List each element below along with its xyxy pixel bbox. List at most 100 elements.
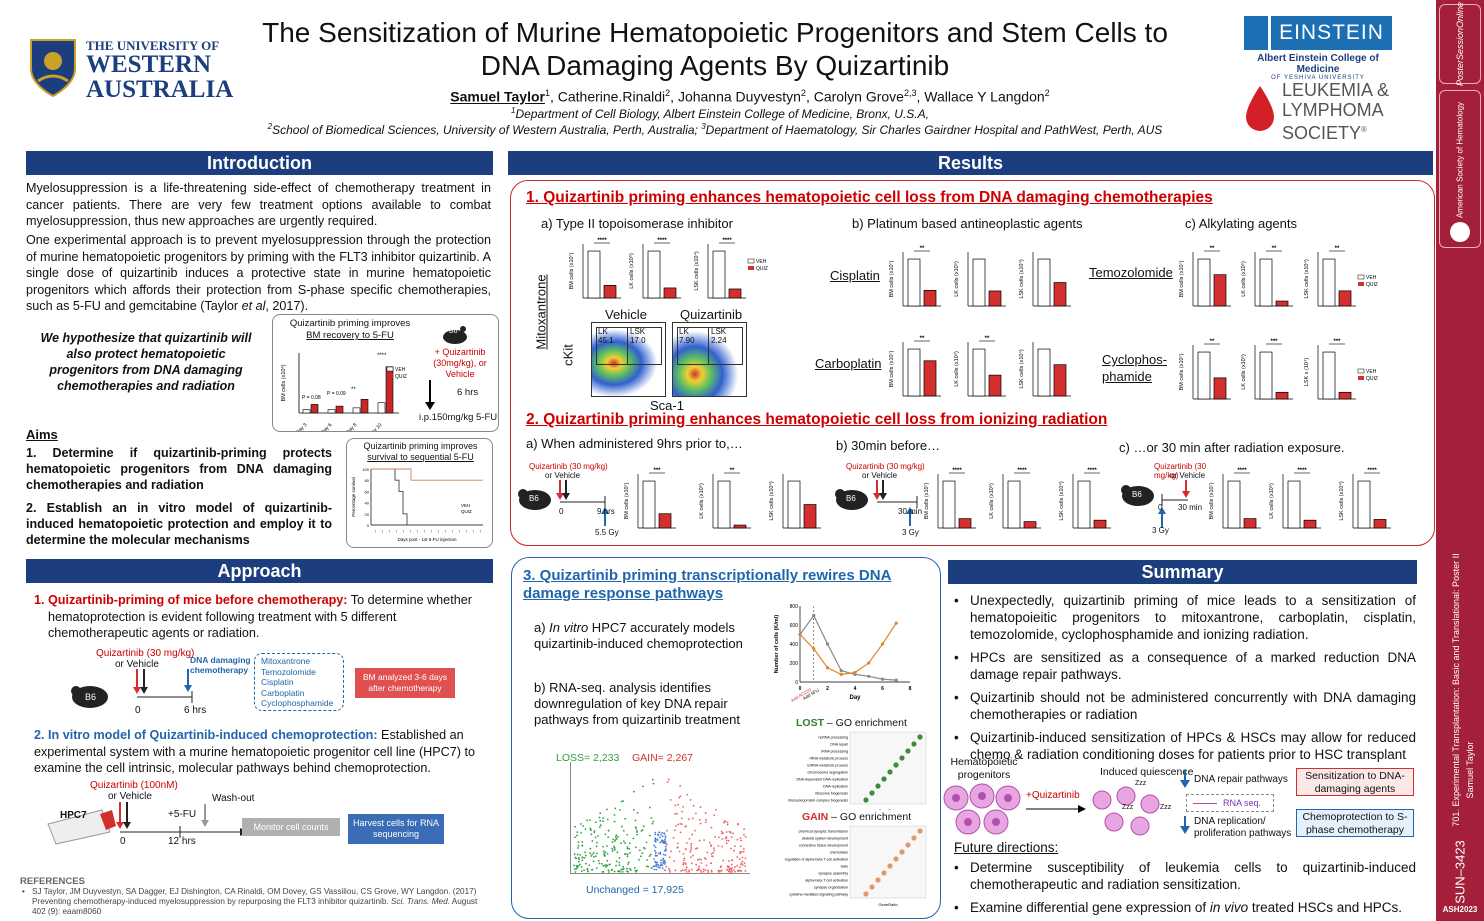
volcano-point (700, 858, 703, 861)
volcano-point (604, 854, 606, 857)
volcano-point-unchanged (654, 855, 657, 857)
sig-stars: ** (1272, 246, 1277, 252)
bar-quiz (988, 374, 1002, 397)
result-bar-chart-13: *** LK cells (x10⁵) (1240, 339, 1293, 400)
volcano-point (669, 870, 671, 873)
sum-rnaseq: RNA seq. (1223, 798, 1262, 808)
flow-quiz-label: Quizartinib (680, 307, 743, 322)
volcano-point-unchanged (654, 838, 657, 841)
sig-stars: *** (1270, 339, 1278, 345)
leg-veh-text: VEH (1366, 275, 1377, 281)
volcano-point (733, 868, 735, 871)
fig1-quiz-dose: + Quizartinib (30mg/kg), or Vehicle (433, 347, 487, 379)
volcano-point (729, 831, 732, 834)
result-ylabel: LSK cells (x10⁴) (1018, 349, 1025, 389)
volcano-point (717, 836, 720, 839)
volcano-point (627, 861, 630, 864)
volcano-point (614, 838, 617, 841)
volcano-point (613, 840, 616, 843)
s3-a-em: In vitro (549, 620, 589, 635)
volcano-point-unchanged (656, 838, 659, 841)
kin-xlabel: Day (849, 695, 861, 701)
result-ylabel: LK cells (x10⁵) (628, 253, 635, 289)
fig1-bar (302, 409, 311, 414)
sum-rnaseq-box: RNA seq. (1186, 794, 1274, 812)
result-bar-chart-14: *** LSK x (10⁴) (1303, 339, 1356, 400)
volcano-point (584, 828, 587, 830)
rad-c-gy: 3 Gy (1152, 526, 1169, 535)
volcano-point-unchanged (655, 868, 658, 871)
s1-a: a) Type II topoisomerase inhibitor (541, 216, 733, 231)
s1-b: b) Platinum based antineoplastic agents (852, 216, 1083, 231)
fig1-tick: Day 3 (295, 422, 309, 431)
ash-box (1439, 90, 1481, 248)
future-1-pre: Examine differential gene expression of (970, 900, 1210, 915)
volcano-point (725, 839, 728, 842)
bar-quiz (1213, 274, 1227, 307)
volcano-point-unchanged (654, 831, 657, 834)
volcano-point (730, 868, 732, 871)
diag1-dna: DNA damaging chemotherapy (190, 655, 251, 675)
poster-session-link[interactable]: PosterSessionOnline (1455, 1, 1465, 87)
go-term: connective tissue development (799, 844, 848, 848)
volcano-point (679, 795, 682, 798)
volcano-point (620, 800, 623, 803)
bar-veh (1322, 351, 1336, 400)
volcano-point (690, 842, 693, 845)
volcano-point (724, 820, 727, 823)
go-term: DNA repair (830, 743, 848, 747)
diag2-monitor-box: Monitor cell counts (242, 818, 340, 836)
result-ylabel: LK cells (x10⁵) (953, 261, 960, 297)
fig-survival: Quizartinib priming improves survival to… (346, 438, 493, 548)
volcano-point-unchanged (660, 833, 662, 836)
leg-quiz-text: QUIZ (756, 266, 768, 272)
uwa-crest-icon (30, 39, 76, 98)
volcano-point (581, 841, 584, 843)
s3-a-pre: a) (534, 620, 550, 635)
fig1-star: **** (377, 353, 387, 359)
poster-session-online[interactable] (1439, 4, 1481, 84)
volcano-point-unchanged (664, 861, 667, 864)
volcano-point (606, 808, 608, 811)
volcano-point (600, 862, 603, 865)
go-dot (905, 748, 911, 754)
volcano-point (700, 862, 703, 864)
author-3-sup: 2,3 (903, 88, 917, 98)
sig-stars: ** (1335, 246, 1340, 252)
volcano-point (744, 870, 747, 872)
go-gain-rest: – GO enrichment (828, 811, 912, 823)
flow-veh-lsk: LSK 17.0 (630, 327, 646, 345)
kin-xtick: 8 (909, 686, 912, 692)
sum-dna-rep: DNA repair pathways (1194, 774, 1288, 785)
fig1-5fu: i.p.150mg/kg 5-FU (419, 412, 498, 423)
volcano-point-unchanged (654, 860, 656, 863)
volcano-point-unchanged (659, 841, 662, 844)
volcano-point (629, 869, 632, 871)
uwa-line2: WESTERN (86, 51, 212, 78)
uwa-line1: THE UNIVERSITY OF (86, 38, 220, 53)
volcano-point (736, 838, 739, 841)
diag1-veh: or Vehicle (115, 659, 159, 670)
volcano-point (574, 871, 577, 873)
volcano-point-unchanged (655, 865, 658, 868)
sig-stars: **** (1087, 468, 1097, 474)
fig2-ytick: 40 (365, 501, 370, 506)
go-term: ncRNA metabolic process (807, 764, 848, 768)
volcano-point (643, 847, 646, 850)
volcano-point (732, 832, 734, 835)
volcano-point (605, 866, 607, 868)
fig1-bar (310, 404, 319, 414)
rad-b-veh: or Vehicle (862, 471, 898, 480)
volcano-point (599, 824, 602, 827)
volcano-point (588, 852, 591, 855)
fig2-arrow-icon: ↑ (437, 529, 440, 535)
result-ylabel: LK cells (x10⁵) (698, 483, 705, 519)
kin-point (880, 677, 885, 681)
approach-heading: Approach (26, 559, 493, 583)
author-3: , Carolyn Grove (805, 88, 904, 105)
volcano-point (584, 854, 587, 857)
volcano-point (717, 845, 720, 847)
sum-sens-box: Sensitization to DNA-damaging agents (1296, 768, 1414, 796)
volcano-point-unchanged (654, 833, 657, 836)
leg-quiz-text: QUIZ (1366, 376, 1378, 382)
